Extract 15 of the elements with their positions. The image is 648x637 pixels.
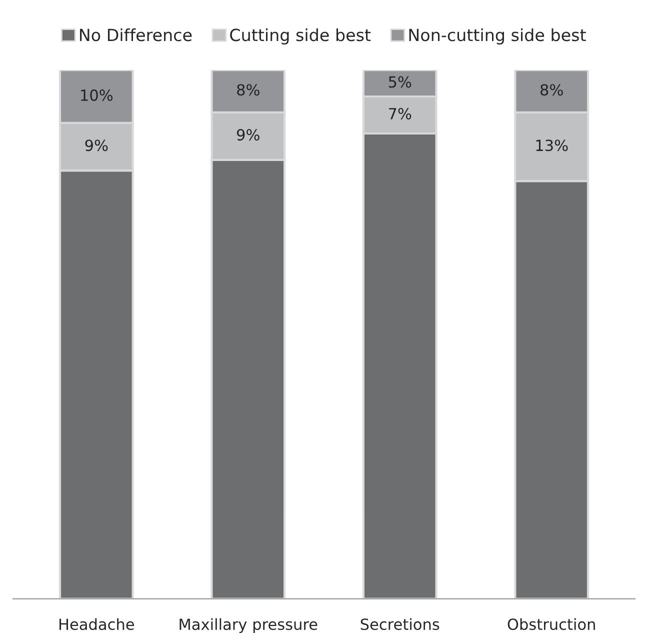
x-tick-label: Secretions (360, 618, 440, 630)
data-label: 5% (388, 76, 412, 88)
x-tick-label: Headache (60, 618, 134, 630)
data-label: 9% (85, 140, 108, 152)
x-tick-label: Obstruction (508, 618, 595, 630)
legend-label: No Difference (80, 28, 192, 42)
data-label: 10% (81, 89, 113, 101)
legend-label: Cutting side best (230, 28, 371, 44)
data-label: 7% (389, 108, 412, 120)
data-label: 8% (540, 84, 563, 96)
data-label: 8% (237, 84, 260, 96)
legend-label: Non-cutting side best (409, 28, 586, 44)
x-tick-label: Maxillary pressure (180, 618, 318, 634)
data-label: 13% (536, 140, 568, 152)
data-label: 9% (236, 129, 260, 141)
